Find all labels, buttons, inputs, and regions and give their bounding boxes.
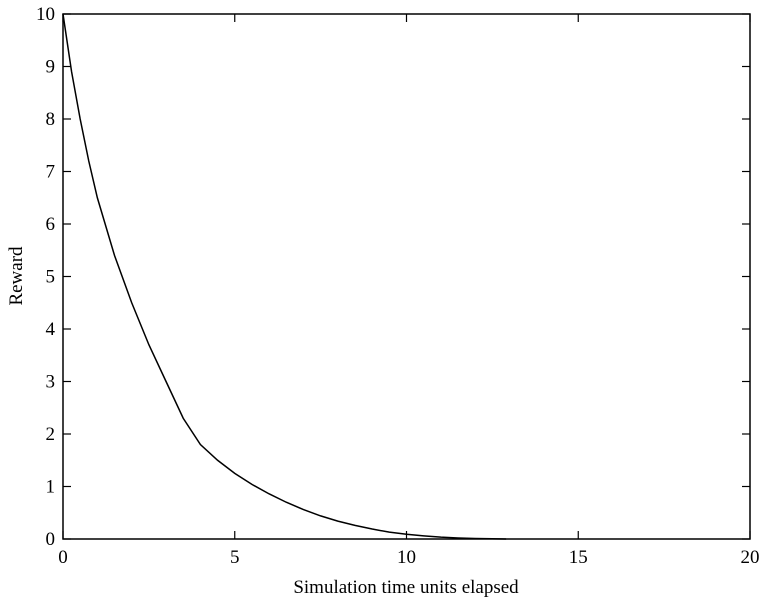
- y-tick-label: 1: [46, 477, 56, 498]
- y-tick-label: 4: [46, 319, 56, 340]
- x-tick-label: 5: [230, 547, 240, 568]
- y-tick-label: 5: [46, 267, 56, 288]
- tick-labels: 0 5 10 15 20 0 1 2 3 4 5 6 7 8 9 10: [36, 4, 760, 568]
- y-tick-label: 9: [46, 57, 56, 78]
- plot-frame: [62, 13, 751, 540]
- y-tick-label: 2: [46, 424, 56, 445]
- axis-ticks: [62, 13, 751, 540]
- series-line: [62, 13, 507, 540]
- x-tick-label: 20: [741, 547, 760, 568]
- y-tick-label: 7: [46, 162, 56, 183]
- y-tick-label: 6: [46, 214, 56, 235]
- x-tick-label: 15: [569, 547, 588, 568]
- x-tick-label: 0: [58, 547, 68, 568]
- x-tick-label: 10: [397, 547, 416, 568]
- y-axis-title: Reward: [6, 246, 27, 306]
- y-tick-label: 10: [36, 4, 55, 25]
- y-tick-label: 8: [46, 109, 56, 130]
- x-axis-title: Simulation time units elapsed: [293, 577, 519, 598]
- y-tick-label: 0: [46, 529, 56, 550]
- y-tick-label: 3: [46, 372, 56, 393]
